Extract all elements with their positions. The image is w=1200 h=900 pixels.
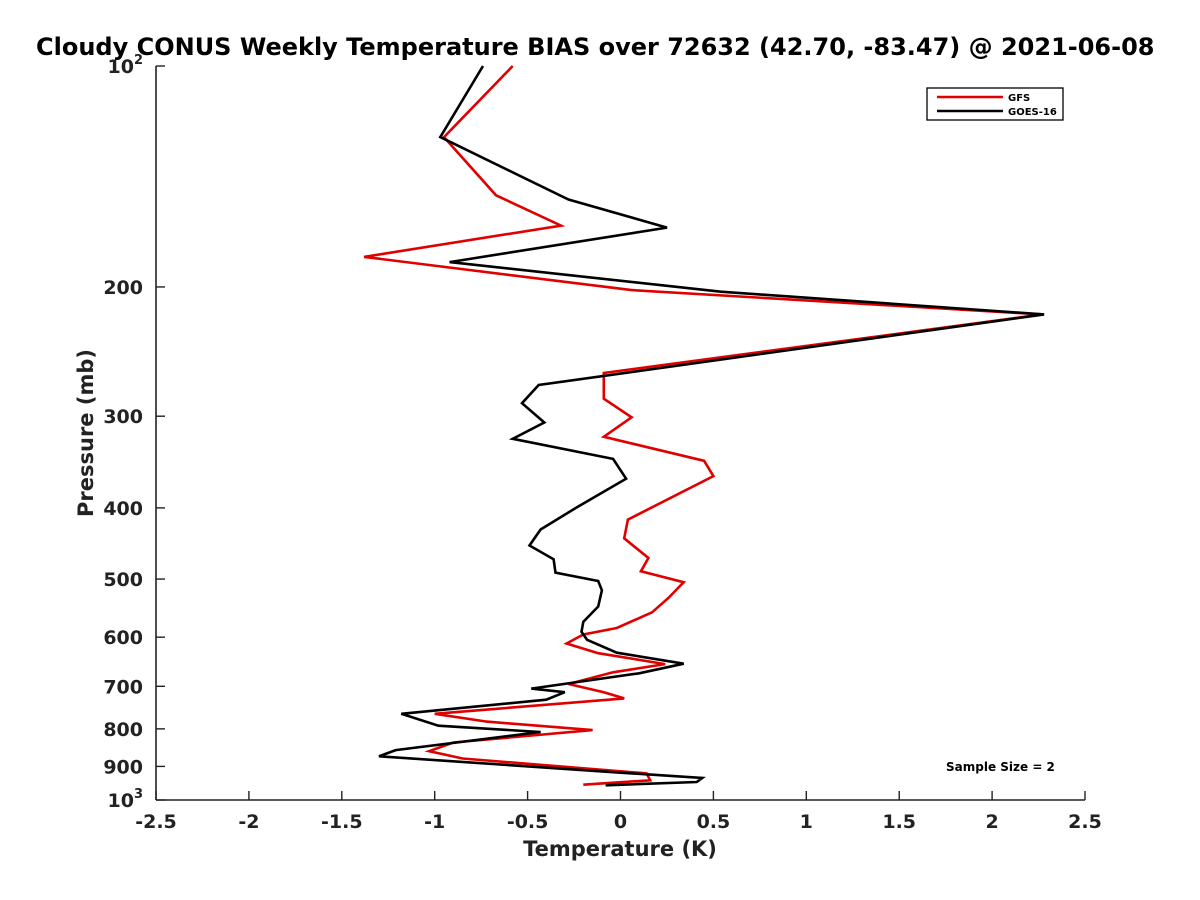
series-layer [363,65,1045,787]
legend-box [926,87,1064,121]
x-ticks: -2.5 -2 -1.5 -1 -0.5 0 0.5 1 1.5 2 2.5 [135,791,1102,833]
sample-size-annotation: Sample Size = 2 [946,760,1055,774]
x-tick-label: 2.5 [1068,811,1102,833]
legend-label-gfs: GFS [1008,93,1030,104]
x-tick-label: -0.5 [507,811,549,833]
y-tick-label: 600 [103,627,143,649]
x-tick-label: 1 [800,811,813,833]
y-tick-label: 200 [103,277,143,299]
series-line-goes16 [378,65,1045,787]
y-tick-label: 300 [103,406,143,428]
y-tick-label: 400 [103,498,143,520]
x-tick-label: 1.5 [882,811,916,833]
y-tick-label: 500 [103,569,143,591]
x-tick-label: -2 [238,811,259,833]
x-tick-label: -1 [424,811,445,833]
chart-title: Cloudy CONUS Weekly Temperature BIAS ove… [36,33,1154,61]
y-tick-label: 103 [108,787,144,812]
x-axis-label: Temperature (K) [523,837,717,861]
x-tick-label: -1.5 [321,811,363,833]
x-tick-label: 2 [985,811,998,833]
y-tick-label: 700 [103,676,143,698]
x-tick-label: 0 [614,811,627,833]
y-axis-label: Pressure (mb) [74,349,98,517]
y-tick-label: 900 [103,756,143,778]
legend-label-goes16: GOES-16 [1008,107,1057,118]
legend: GFS GOES-16 [926,87,1064,121]
x-tick-label: 0.5 [697,811,731,833]
y-tick-label: 800 [103,719,143,741]
x-tick-label: -2.5 [135,811,177,833]
